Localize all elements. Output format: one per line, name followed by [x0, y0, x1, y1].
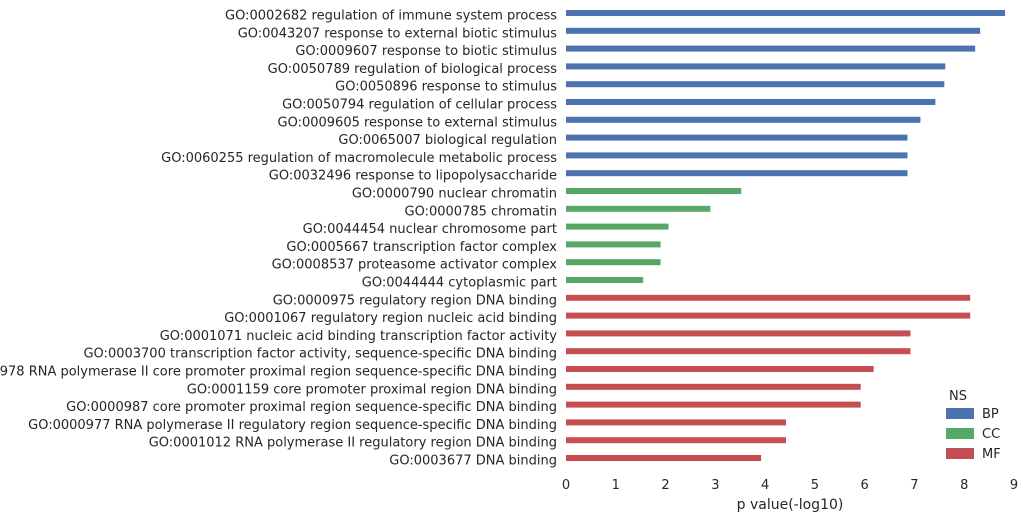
x-tick-label: 9	[1010, 478, 1018, 493]
x-tick-label: 6	[861, 478, 869, 493]
category-label: GO:0000785 chromatin	[405, 204, 557, 219]
bar-cc-15	[566, 277, 644, 283]
category-label: GO:0001159 core promoter proximal region…	[187, 382, 557, 397]
bar-bp-0	[566, 10, 1006, 16]
bar-bp-3	[566, 63, 946, 70]
legend-label-mf: MF	[982, 447, 1001, 462]
category-label: GO:0000977 RNA polymerase II regulatory …	[28, 418, 557, 433]
bar-cc-11	[566, 205, 711, 212]
category-label: GO:0044444 cytoplasmic part	[362, 276, 557, 291]
bar-mf-18	[566, 330, 911, 337]
category-label: GO:0003677 DNA binding	[389, 454, 557, 469]
bar-cc-10	[566, 188, 742, 194]
x-tick-label: 0	[562, 478, 570, 493]
category-label: GO:0000987 core promoter proximal region…	[66, 400, 557, 415]
category-label: GO:0050896 response to stimulus	[335, 80, 557, 95]
category-label: GO:0009607 response to biotic stimulus	[295, 44, 557, 59]
bar-mf-25	[566, 455, 762, 461]
bar-cc-13	[566, 241, 661, 248]
category-label: GO:0044454 nuclear chromosome part	[303, 222, 557, 237]
bar-cc-14	[566, 259, 661, 266]
bar-mf-16	[566, 294, 971, 301]
legend-entries: BP CC MF	[946, 407, 1001, 462]
legend-swatch-bp	[946, 408, 974, 419]
x-tick-label: 7	[910, 478, 918, 493]
bar-mf-19	[566, 348, 911, 355]
bar-mf-17	[566, 312, 971, 319]
bar-bp-1	[566, 27, 981, 34]
bar-cc-12	[566, 223, 669, 230]
x-tick-label: 4	[761, 478, 769, 493]
x-tick-label: 8	[960, 478, 968, 493]
legend-swatch-mf	[946, 448, 974, 459]
bar-mf-21	[566, 383, 861, 390]
category-label: GO:0008537 proteasome activator complex	[272, 258, 558, 273]
bar-bp-9	[566, 170, 908, 177]
category-label: GO:0001012 RNA polymerase II regulatory …	[149, 436, 557, 451]
bar-bp-5	[566, 99, 936, 105]
category-label: GO:0065007 biological regulation	[338, 133, 557, 148]
bar-mf-22	[566, 401, 861, 408]
x-tick-label: 2	[661, 478, 669, 493]
x-tick-label: 5	[811, 478, 819, 493]
category-label: GO:0001067 regulatory region nucleic aci…	[224, 311, 557, 326]
category-label: GO:0032496 response to lipopolysaccharid…	[269, 169, 557, 184]
category-label: GO:0060255 regulation of macromolecule m…	[161, 151, 557, 166]
bar-mf-23	[566, 419, 787, 426]
category-label: GO:0005667 transcription factor complex	[286, 240, 557, 255]
category-labels: GO:0002682 regulation of immune system p…	[0, 9, 557, 469]
bar-mf-20	[566, 366, 874, 372]
category-label: GO:0050789 regulation of biological proc…	[268, 62, 558, 77]
legend: NS BP CC MF	[946, 389, 1001, 462]
category-label: GO:0000975 regulatory region DNA binding	[273, 293, 557, 308]
bar-bp-2	[566, 45, 976, 52]
category-label: GO:0002682 regulation of immune system p…	[225, 9, 557, 24]
x-axis-ticks: 0 1 2 3 4 5 6 7 8 9	[562, 478, 1018, 493]
bar-bp-4	[566, 81, 945, 88]
bar-bp-7	[566, 134, 908, 141]
legend-label-bp: BP	[982, 407, 999, 422]
x-tick-label: 1	[612, 478, 620, 493]
legend-label-cc: CC	[982, 427, 1000, 442]
bar-mf-24	[566, 437, 787, 444]
legend-swatch-cc	[946, 428, 974, 439]
category-label: GO:0003700 transcription factor activity…	[83, 347, 557, 362]
bars-layer	[566, 10, 1006, 461]
legend-title: NS	[949, 389, 967, 404]
category-label: GO:0050794 regulation of cellular proces…	[282, 98, 557, 113]
category-label: GO:0009605 response to external stimulus	[278, 115, 558, 130]
category-label: GO:0000978 RNA polymerase II core promot…	[0, 365, 557, 380]
x-tick-label: 3	[711, 478, 719, 493]
category-label: GO:0043207 response to external biotic s…	[238, 26, 558, 41]
bar-bp-8	[566, 152, 908, 159]
category-label: GO:0000790 nuclear chromatin	[352, 187, 557, 202]
bar-bp-6	[566, 116, 921, 123]
x-axis-title: p value(-log10)	[737, 497, 844, 513]
category-label: GO:0001071 nucleic acid binding transcri…	[160, 329, 558, 344]
